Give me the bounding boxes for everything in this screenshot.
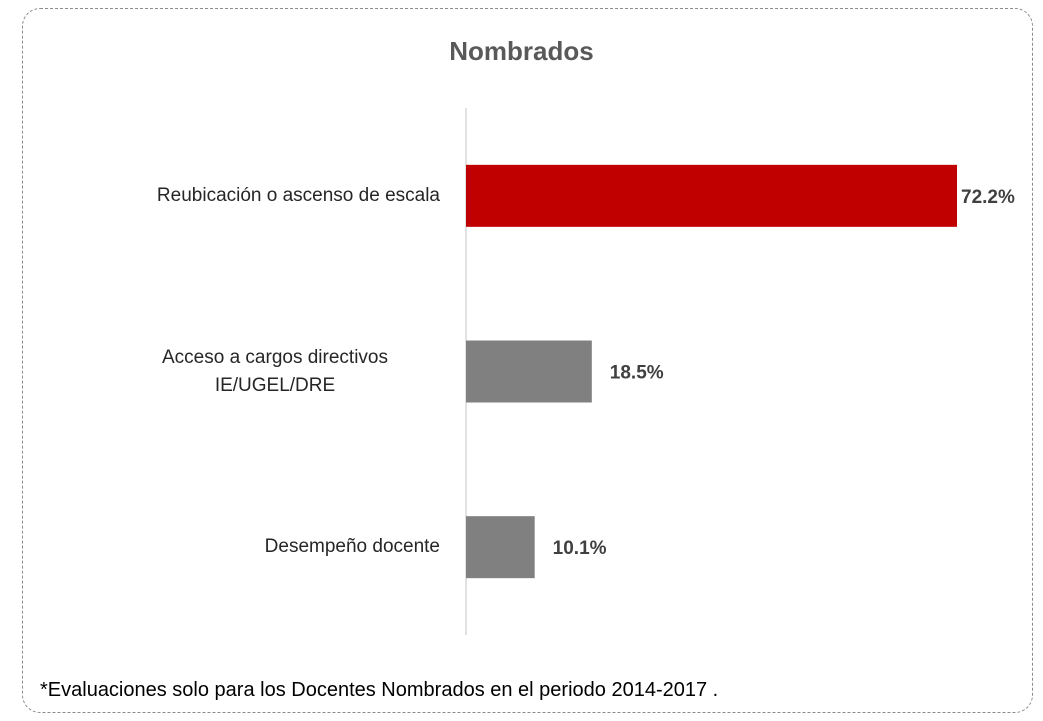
bar [466, 164, 957, 227]
category-text: Acceso a cargos directivos IE/UGEL/DRE [162, 346, 388, 396]
frame [22, 8, 1033, 713]
bar [466, 516, 535, 579]
data-label: 10.1% [553, 538, 607, 559]
category-label: Acceso a cargos directivos IE/UGEL/DRE [60, 332, 440, 412]
data-label: 72.2% [961, 187, 1015, 208]
data-label: 18.5% [610, 363, 664, 384]
category-label: Reubicación o ascenso de escala [60, 156, 440, 236]
footnote: *Evaluaciones solo para los Docentes Nom… [40, 679, 719, 701]
bar [466, 340, 592, 403]
category-text: Reubicación o ascenso de escala [156, 184, 440, 206]
category-text: Desempeño docente [264, 536, 440, 558]
chart-title: Nombrados [449, 36, 594, 66]
category-label: Desempeño docente [60, 507, 440, 587]
